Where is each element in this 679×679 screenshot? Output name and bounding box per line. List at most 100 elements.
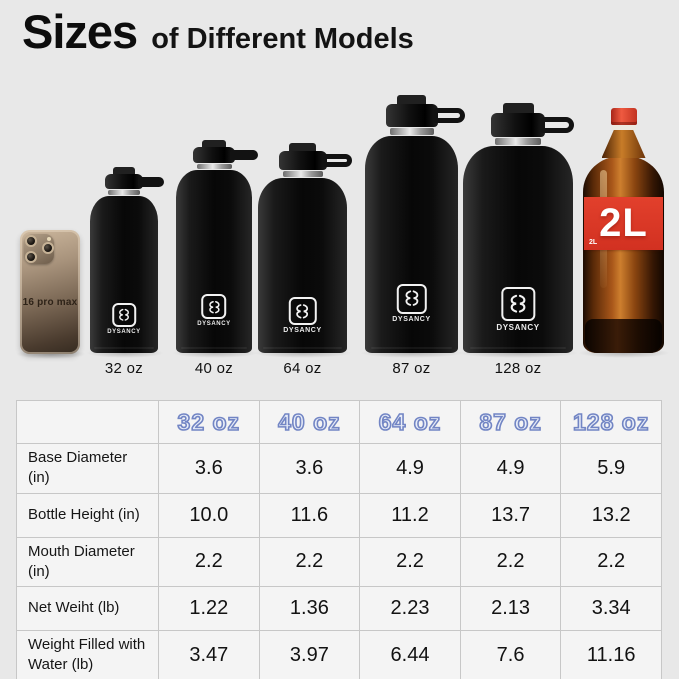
bottle-cap-knob [397,95,426,104]
cola-shadow [578,348,670,358]
title-main: Sizes [22,5,138,58]
bottle-body: DYSANCY [365,136,458,353]
brand-name: DYSANCY [392,315,431,323]
spec-value-cell: 2.13 [459,586,562,631]
spec-value-cell: 11.6 [258,492,361,538]
bottle-cap-handle [230,149,258,161]
bottle-87oz: DYSANCY [365,95,465,353]
size-caption-64oz: 64 oz [283,360,322,377]
brand-logo-mark-icon [288,297,317,325]
corner-cell [16,400,159,444]
brand-name: DYSANCY [197,321,231,328]
bottle-steel-ring [389,128,434,135]
spec-value-cell: 2.2 [258,536,361,587]
table-row: Bottle Height (in) 10.0 11.6 11.2 13.7 1… [16,492,662,538]
spec-value-cell: 5.9 [560,443,662,494]
bottle-cap [193,147,258,163]
col-header-87oz: 87 oz [459,400,562,444]
col-header-32oz: 32 oz [158,400,260,444]
brand-logo: DYSANCY [107,302,141,335]
cola-label-band: 2L 2L [584,197,663,250]
table-row: Base Diameter (in) 3.6 3.6 4.9 4.9 5.9 [16,443,662,494]
bottle-cap [278,151,352,170]
spec-value-cell: 2.2 [158,536,260,587]
spec-value-cell: 13.7 [459,492,562,538]
spec-label-cell: Weight Filled with Water (lb) [16,630,159,679]
spec-value-cell: 11.2 [359,492,461,538]
camera-flash-icon [47,237,51,241]
cola-2l-bottle: 2L 2L [583,108,664,353]
specs-table: 32 oz 40 oz 64 oz 87 oz 128 oz Base Diam… [16,400,662,679]
iphone-16-pro-max: 16 pro max [20,230,80,354]
spec-value-cell: 4.9 [359,443,461,494]
bottle-32oz: DYSANCY [90,167,164,353]
spec-value-cell: 1.36 [258,586,361,631]
bottle-steel-ring [495,138,541,145]
brand-logo-mark-icon [201,294,227,320]
cola-bottle-base [585,319,662,353]
size-caption-32oz: 32 oz [104,360,144,377]
spec-value-cell: 2.2 [359,536,461,587]
brand-name: DYSANCY [283,327,322,334]
spec-value-cell: 13.2 [560,492,662,538]
size-caption-87oz: 87 oz [392,360,431,377]
spec-value-cell: 2.2 [459,536,562,587]
bottle-cap [105,174,164,189]
bottle-cap-handle [321,154,352,167]
bottle-cap-handle [138,176,164,187]
spec-value-cell: 3.6 [158,443,260,494]
size-caption-128oz: 128 oz [494,360,542,377]
brand-logo-mark-icon [396,283,427,314]
bottle-steel-ring [196,164,232,169]
size-caption-40oz: 40 oz [194,360,234,377]
spec-value-cell: 6.44 [359,630,461,679]
bottle-shadow [457,348,579,358]
bottle-body: DYSANCY [258,178,347,353]
spec-value-cell: 7.6 [459,630,562,679]
bottle-40oz: DYSANCY [176,140,258,353]
bottle-128oz: DYSANCY [463,103,574,353]
cola-bottle-cap [610,108,637,125]
col-header-64oz: 64 oz [359,400,461,444]
spec-value-cell: 3.6 [258,443,361,494]
bottle-cap-handle [432,108,465,123]
camera-lens-icon [25,251,37,263]
cola-bottle-neck [601,130,646,158]
spec-value-cell: 2.23 [359,586,461,631]
brand-logo: DYSANCY [283,297,321,334]
phone-shadow [16,349,86,359]
page-title: Sizes of Different Models [22,4,414,59]
brand-logo-mark-icon [111,302,136,327]
spec-label-cell: Mouth Diameter (in) [16,536,159,587]
camera-lens-icon [25,235,37,247]
bottle-body: DYSANCY [463,146,573,353]
phone-camera-module [24,234,54,264]
bottle-cap-handle [540,117,574,133]
spec-label-cell: Net Weiht (lb) [16,586,159,631]
bottle-shadow [360,348,464,358]
bottle-shadow [86,348,164,358]
table-header-row: 32 oz 40 oz 64 oz 87 oz 128 oz [16,400,662,444]
spec-label-cell: Bottle Height (in) [16,492,159,538]
brand-logo: DYSANCY [392,283,431,323]
cola-small-label: 2L [589,239,598,246]
cola-2l-label: 2L [599,201,648,245]
spec-value-cell: 1.22 [158,586,260,631]
spec-value-cell: 4.9 [459,443,562,494]
bottle-cap [385,104,465,127]
bottle-64oz: DYSANCY [258,143,352,353]
table-row: Weight Filled with Water (lb) 3.47 3.97 … [16,630,662,679]
col-header-40oz: 40 oz [258,400,361,444]
brand-name: DYSANCY [496,322,540,332]
bottle-cap-knob [202,140,226,147]
spec-label-cell: Base Diameter (in) [16,443,159,494]
bottle-shadow [172,348,258,358]
bottle-cap-knob [113,167,135,174]
spec-value-cell: 3.97 [258,630,361,679]
brand-logo: DYSANCY [197,294,231,327]
title-subtitle: of Different Models [151,23,414,55]
bottle-steel-ring [282,171,323,177]
bottle-body: DYSANCY [176,170,252,353]
bottle-body: DYSANCY [90,196,158,353]
